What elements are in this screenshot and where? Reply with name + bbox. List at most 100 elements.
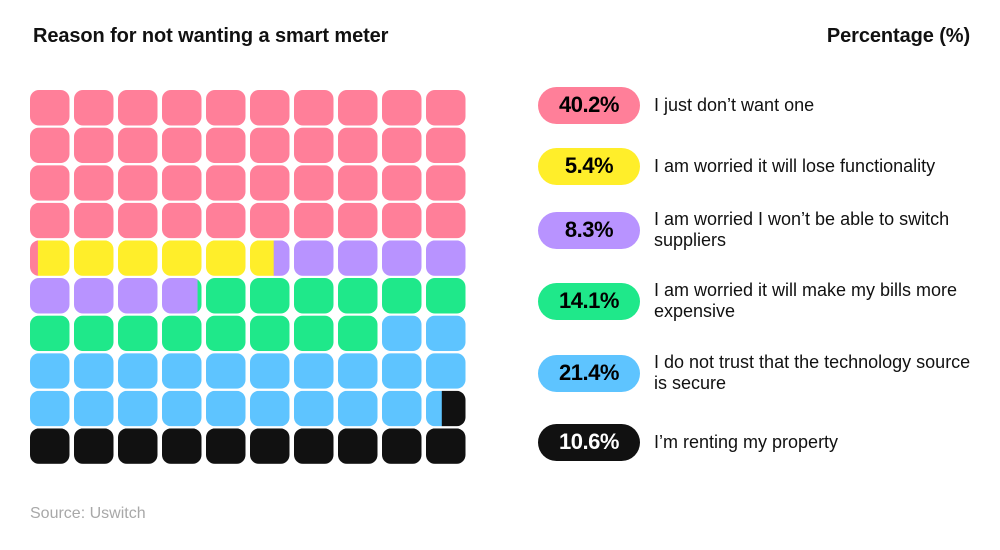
legend-label-renting: I’m renting my property bbox=[654, 431, 839, 452]
waffle-square bbox=[338, 315, 378, 352]
waffle-square bbox=[30, 202, 70, 239]
waffle-segment-i-am-worried-i-won-t-be- bbox=[382, 240, 422, 276]
waffle-square bbox=[74, 127, 114, 164]
waffle-segment-i-do-not-trust-that-the- bbox=[426, 353, 466, 389]
value-pill-switch-suppliers: 8.3% bbox=[538, 211, 640, 249]
waffle-square bbox=[206, 428, 246, 464]
value-pill-dont-want: 40.2% bbox=[538, 86, 640, 124]
waffle-square bbox=[30, 390, 70, 427]
waffle-segment-i-just-don-t-want-one bbox=[206, 165, 246, 201]
waffle-square bbox=[294, 90, 334, 126]
waffle-square bbox=[206, 278, 246, 314]
waffle-square bbox=[250, 353, 290, 389]
waffle-square bbox=[382, 240, 422, 276]
waffle-square bbox=[206, 240, 246, 276]
waffle-segment-i-do-not-trust-that-the- bbox=[382, 390, 422, 427]
waffle-square bbox=[294, 202, 334, 239]
waffle-square bbox=[294, 127, 334, 164]
waffle-segment-i-am-worried-i-won-t-be- bbox=[30, 278, 70, 314]
waffle-square bbox=[426, 315, 466, 352]
waffle-square bbox=[426, 240, 466, 276]
waffle-chart bbox=[30, 90, 466, 464]
legend-item-dont-want: 40.2% I just don’t want one bbox=[538, 85, 984, 125]
waffle-segment-i-am-worried-i-won-t-be- bbox=[118, 278, 158, 314]
waffle-segment-i-do-not-trust-that-the- bbox=[338, 390, 378, 427]
waffle-square bbox=[426, 127, 466, 164]
legend-item-switch-suppliers: 8.3% I am worried I won’t be able to swi… bbox=[538, 209, 984, 250]
waffle-square bbox=[294, 353, 334, 389]
waffle-segment-i-am-worried-it-will-mak bbox=[338, 278, 378, 314]
waffle-segment-i-do-not-trust-that-the- bbox=[118, 390, 158, 427]
waffle-segment-i-just-don-t-want-one bbox=[382, 90, 422, 126]
value-pill-bills-expensive: 14.1% bbox=[538, 282, 640, 320]
waffle-segment-i-do-not-trust-that-the- bbox=[294, 353, 334, 389]
waffle-segment-i-just-don-t-want-one bbox=[382, 127, 422, 164]
waffle-square bbox=[118, 90, 158, 126]
waffle-square bbox=[338, 127, 378, 164]
waffle-square bbox=[426, 202, 466, 239]
waffle-segment-i-am-worried-it-will-mak bbox=[294, 278, 334, 314]
waffle-square bbox=[30, 240, 70, 276]
waffle-segment-i-just-don-t-want-one bbox=[426, 165, 466, 201]
waffle-square bbox=[426, 428, 466, 464]
waffle-segment-i-just-don-t-want-one bbox=[74, 127, 114, 164]
waffle-square bbox=[162, 90, 202, 126]
waffle-square bbox=[338, 165, 378, 201]
waffle-square bbox=[118, 240, 158, 276]
waffle-segment-i-am-worried-it-will-mak bbox=[250, 278, 290, 314]
waffle-segment-i-just-don-t-want-one bbox=[30, 240, 39, 276]
waffle-segment-i-just-don-t-want-one bbox=[74, 165, 114, 201]
waffle-segment-i-just-don-t-want-one bbox=[426, 202, 466, 239]
waffle-segment-i-am-worried-it-will-mak bbox=[74, 315, 114, 352]
legend-label-switch-suppliers: I am worried I won’t be able to switch s… bbox=[654, 209, 950, 250]
waffle-square bbox=[162, 278, 202, 314]
waffle-segment-i-just-don-t-want-one bbox=[294, 202, 334, 239]
waffle-segment-i-just-don-t-want-one bbox=[294, 90, 334, 126]
waffle-segment-i-am-worried-i-won-t-be- bbox=[426, 240, 466, 276]
waffle-square bbox=[162, 240, 202, 276]
waffle-segment-i-do-not-trust-that-the- bbox=[382, 315, 422, 352]
waffle-segment-i-m-renting-my-property bbox=[74, 428, 114, 464]
waffle-segment-i-do-not-trust-that-the- bbox=[74, 353, 114, 389]
waffle-square bbox=[74, 240, 114, 276]
value-pill-lose-functionality: 5.4% bbox=[538, 147, 640, 185]
waffle-square bbox=[426, 390, 466, 427]
waffle-square bbox=[382, 353, 422, 389]
waffle-square bbox=[294, 278, 334, 314]
waffle-segment-i-do-not-trust-that-the- bbox=[206, 353, 246, 389]
waffle-segment-i-just-don-t-want-one bbox=[162, 90, 202, 126]
waffle-square bbox=[338, 390, 378, 427]
waffle-square bbox=[250, 127, 290, 164]
waffle-segment-i-just-don-t-want-one bbox=[206, 90, 246, 126]
waffle-square bbox=[206, 202, 246, 239]
waffle-square bbox=[74, 353, 114, 389]
waffle-segment-i-just-don-t-want-one bbox=[162, 165, 202, 201]
waffle-square bbox=[294, 240, 334, 276]
waffle-segment-i-am-worried-i-won-t-be- bbox=[294, 240, 334, 276]
waffle-segment-i-just-don-t-want-one bbox=[250, 90, 290, 126]
waffle-segment-i-just-don-t-want-one bbox=[30, 165, 70, 201]
waffle-segment-i-am-worried-it-will-mak bbox=[206, 278, 246, 314]
waffle-segment-i-just-don-t-want-one bbox=[426, 127, 466, 164]
waffle-segment-i-just-don-t-want-one bbox=[426, 90, 466, 126]
legend-label-not-secure: I do not trust that the technology sourc… bbox=[654, 352, 971, 393]
waffle-segment-i-am-worried-it-will-mak bbox=[250, 315, 290, 352]
waffle-segment-i-m-renting-my-property bbox=[206, 428, 246, 464]
waffle-square bbox=[382, 278, 422, 314]
waffle-square bbox=[118, 390, 158, 427]
waffle-square bbox=[382, 315, 422, 352]
waffle-segment-i-am-worried-it-will-mak bbox=[30, 315, 70, 352]
waffle-square bbox=[250, 90, 290, 126]
waffle-segment-i-am-worried-it-will-mak bbox=[197, 278, 202, 314]
waffle-segment-i-am-worried-it-will-mak bbox=[162, 315, 202, 352]
waffle-segment-i-am-worried-it-will-mak bbox=[206, 315, 246, 352]
waffle-segment-i-am-worried-i-won-t-be- bbox=[273, 240, 290, 276]
waffle-segment-i-just-don-t-want-one bbox=[118, 202, 158, 239]
waffle-segment-i-am-worried-i-won-t-be- bbox=[74, 278, 114, 314]
waffle-square bbox=[426, 165, 466, 201]
waffle-segment-i-just-don-t-want-one bbox=[382, 165, 422, 201]
waffle-square bbox=[74, 202, 114, 239]
waffle-square bbox=[338, 428, 378, 464]
legend-label-bills-expensive: I am worried it will make my bills more … bbox=[654, 280, 958, 321]
waffle-square bbox=[382, 90, 422, 126]
